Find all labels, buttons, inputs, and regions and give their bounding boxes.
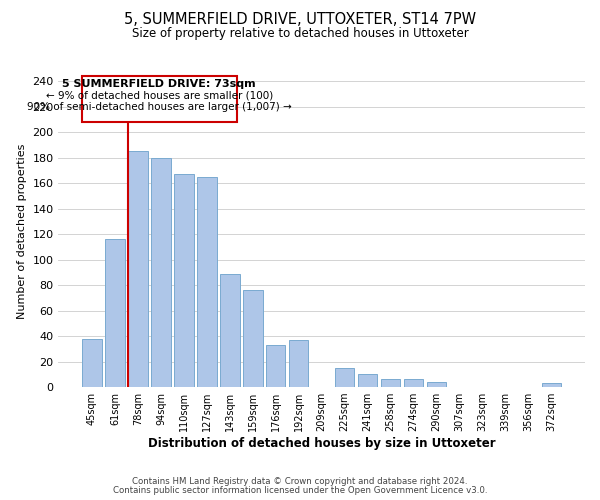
Text: Contains public sector information licensed under the Open Government Licence v3: Contains public sector information licen… [113,486,487,495]
Bar [266,345,286,387]
Bar [151,158,170,387]
X-axis label: Distribution of detached houses by size in Uttoxeter: Distribution of detached houses by size … [148,437,496,450]
Text: ← 9% of detached houses are smaller (100): ← 9% of detached houses are smaller (100… [46,90,273,101]
Bar [381,380,400,387]
Text: 5, SUMMERFIELD DRIVE, UTTOXETER, ST14 7PW: 5, SUMMERFIELD DRIVE, UTTOXETER, ST14 7P… [124,12,476,28]
Text: Size of property relative to detached houses in Uttoxeter: Size of property relative to detached ho… [131,28,469,40]
Bar [220,274,239,387]
Bar [82,338,102,387]
Bar [335,368,355,387]
Bar [289,340,308,387]
Y-axis label: Number of detached properties: Number of detached properties [17,144,26,318]
Bar [128,152,148,387]
Bar [174,174,194,387]
Text: 5 SUMMERFIELD DRIVE: 73sqm: 5 SUMMERFIELD DRIVE: 73sqm [62,79,256,89]
Bar [358,374,377,387]
Bar [404,380,423,387]
Bar [427,382,446,387]
Bar [243,290,263,387]
Text: 90% of semi-detached houses are larger (1,007) →: 90% of semi-detached houses are larger (… [27,102,292,112]
Bar [542,384,561,387]
Bar [105,240,125,387]
FancyBboxPatch shape [82,76,236,122]
Bar [197,177,217,387]
Text: Contains HM Land Registry data © Crown copyright and database right 2024.: Contains HM Land Registry data © Crown c… [132,477,468,486]
